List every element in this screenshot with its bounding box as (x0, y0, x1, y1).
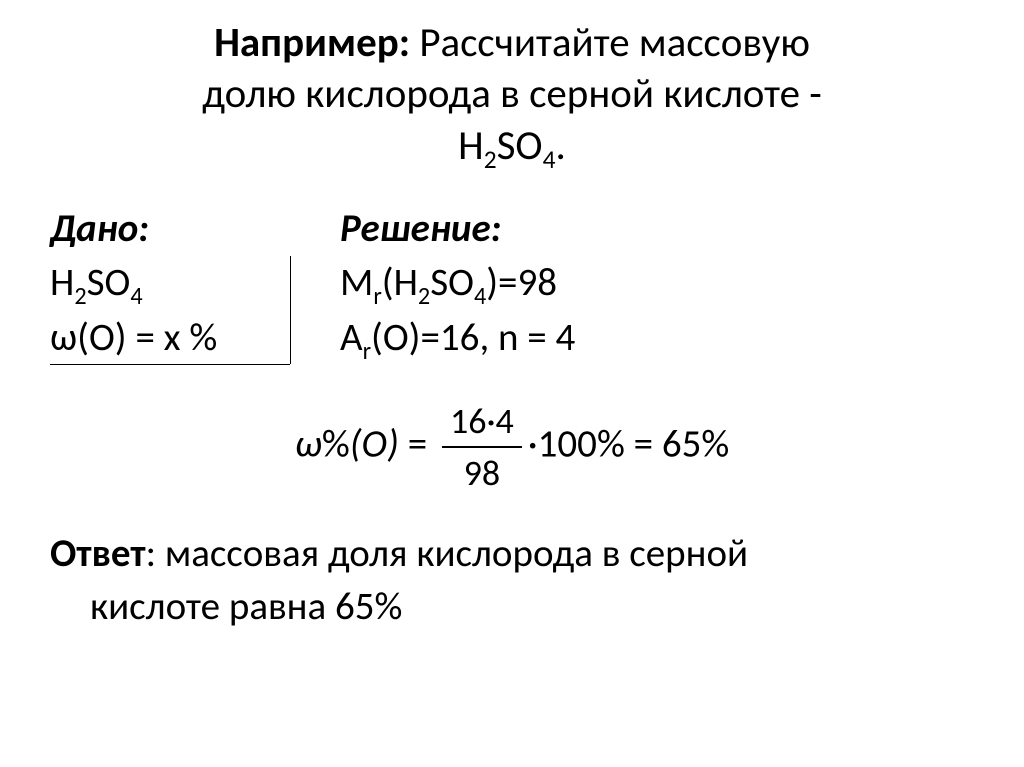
ar-rest: (O)=16, n = 4 (371, 314, 575, 361)
main-formula: ω%(O) = 16·498·100% = 65% (50, 396, 974, 499)
title-line1: Например: Рассчитайте массовую (50, 18, 974, 69)
fraction-den: 98 (442, 446, 522, 498)
given-sub2: 4 (130, 282, 142, 311)
given-formula: H2SO4 (50, 256, 340, 311)
title-formula-so: SO (497, 121, 543, 171)
title-block: Например: Рассчитайте массовую долю кисл… (50, 18, 974, 172)
given-label-col: Дано: (50, 202, 340, 257)
horizontal-divider (50, 364, 290, 365)
solution-mr: Mr(H2SO4)=98 (340, 256, 974, 311)
mr-m: M (340, 259, 373, 306)
given-label: Дано: (50, 205, 149, 252)
fraction: 16·498 (442, 396, 522, 499)
body: Дано: Решение: H2SO4 ω(O) = x % Mr(H2SO4… (50, 202, 974, 634)
vertical-divider (290, 256, 291, 364)
mr-sub1: 2 (418, 282, 430, 311)
formula-arg: (O) (350, 420, 399, 467)
given-h: H (50, 259, 74, 306)
given-omega: ω(O) = x % (50, 311, 340, 366)
answer-line2: кислоте равна 65% (50, 581, 974, 634)
given-so: SO (87, 259, 131, 306)
title-formula-sub2: 4 (543, 144, 556, 175)
solution-label-col: Решение: (340, 202, 974, 257)
formula-eq1: = (399, 420, 436, 467)
answer-text1: : массовая доля кислорода в серной (146, 530, 749, 577)
mr-sub2: 4 (474, 282, 486, 311)
answer-block: Ответ: массовая доля кислорода в серной … (50, 528, 974, 633)
formula-pct: % (322, 420, 350, 467)
mr-r: r (373, 282, 381, 311)
labels-row: Дано: Решение: (50, 202, 974, 257)
mr-end: )=98 (486, 259, 557, 306)
formula-omega: ω (295, 420, 322, 467)
title-line3: H2SO4. (50, 121, 974, 172)
mr-open: (H (382, 259, 418, 306)
ar-r: r (363, 337, 371, 366)
solution-column: Mr(H2SO4)=98 Ar(O)=16, n = 4 (340, 256, 974, 365)
fraction-num: 16·4 (442, 396, 522, 446)
answer-label: Ответ (50, 530, 146, 577)
mr-so: SO (430, 259, 474, 306)
title-formula-sub1: 2 (484, 144, 497, 175)
solution-ar: Ar(O)=16, n = 4 (340, 311, 974, 366)
title-prefix: Например: (214, 18, 410, 68)
title-formula-end: . (555, 121, 565, 171)
formula-result: 65% (662, 420, 729, 467)
given-column: H2SO4 ω(O) = x % (50, 256, 340, 365)
ar-a: A (340, 314, 363, 361)
given-sub1: 2 (74, 282, 86, 311)
page: Например: Рассчитайте массовую долю кисл… (0, 0, 1024, 634)
title-line2: долю кислорода в серной кислоте - (50, 69, 974, 120)
title-formula-h: H (458, 121, 484, 171)
title-line1-rest: Рассчитайте массовую (410, 18, 810, 68)
formula-mid: ·100% = (528, 420, 662, 467)
answer-line1: Ответ: массовая доля кислорода в серной (50, 528, 974, 581)
solution-label: Решение: (340, 205, 501, 252)
given-solution-row: H2SO4 ω(O) = x % Mr(H2SO4)=98 Ar(O)=16, … (50, 256, 974, 365)
